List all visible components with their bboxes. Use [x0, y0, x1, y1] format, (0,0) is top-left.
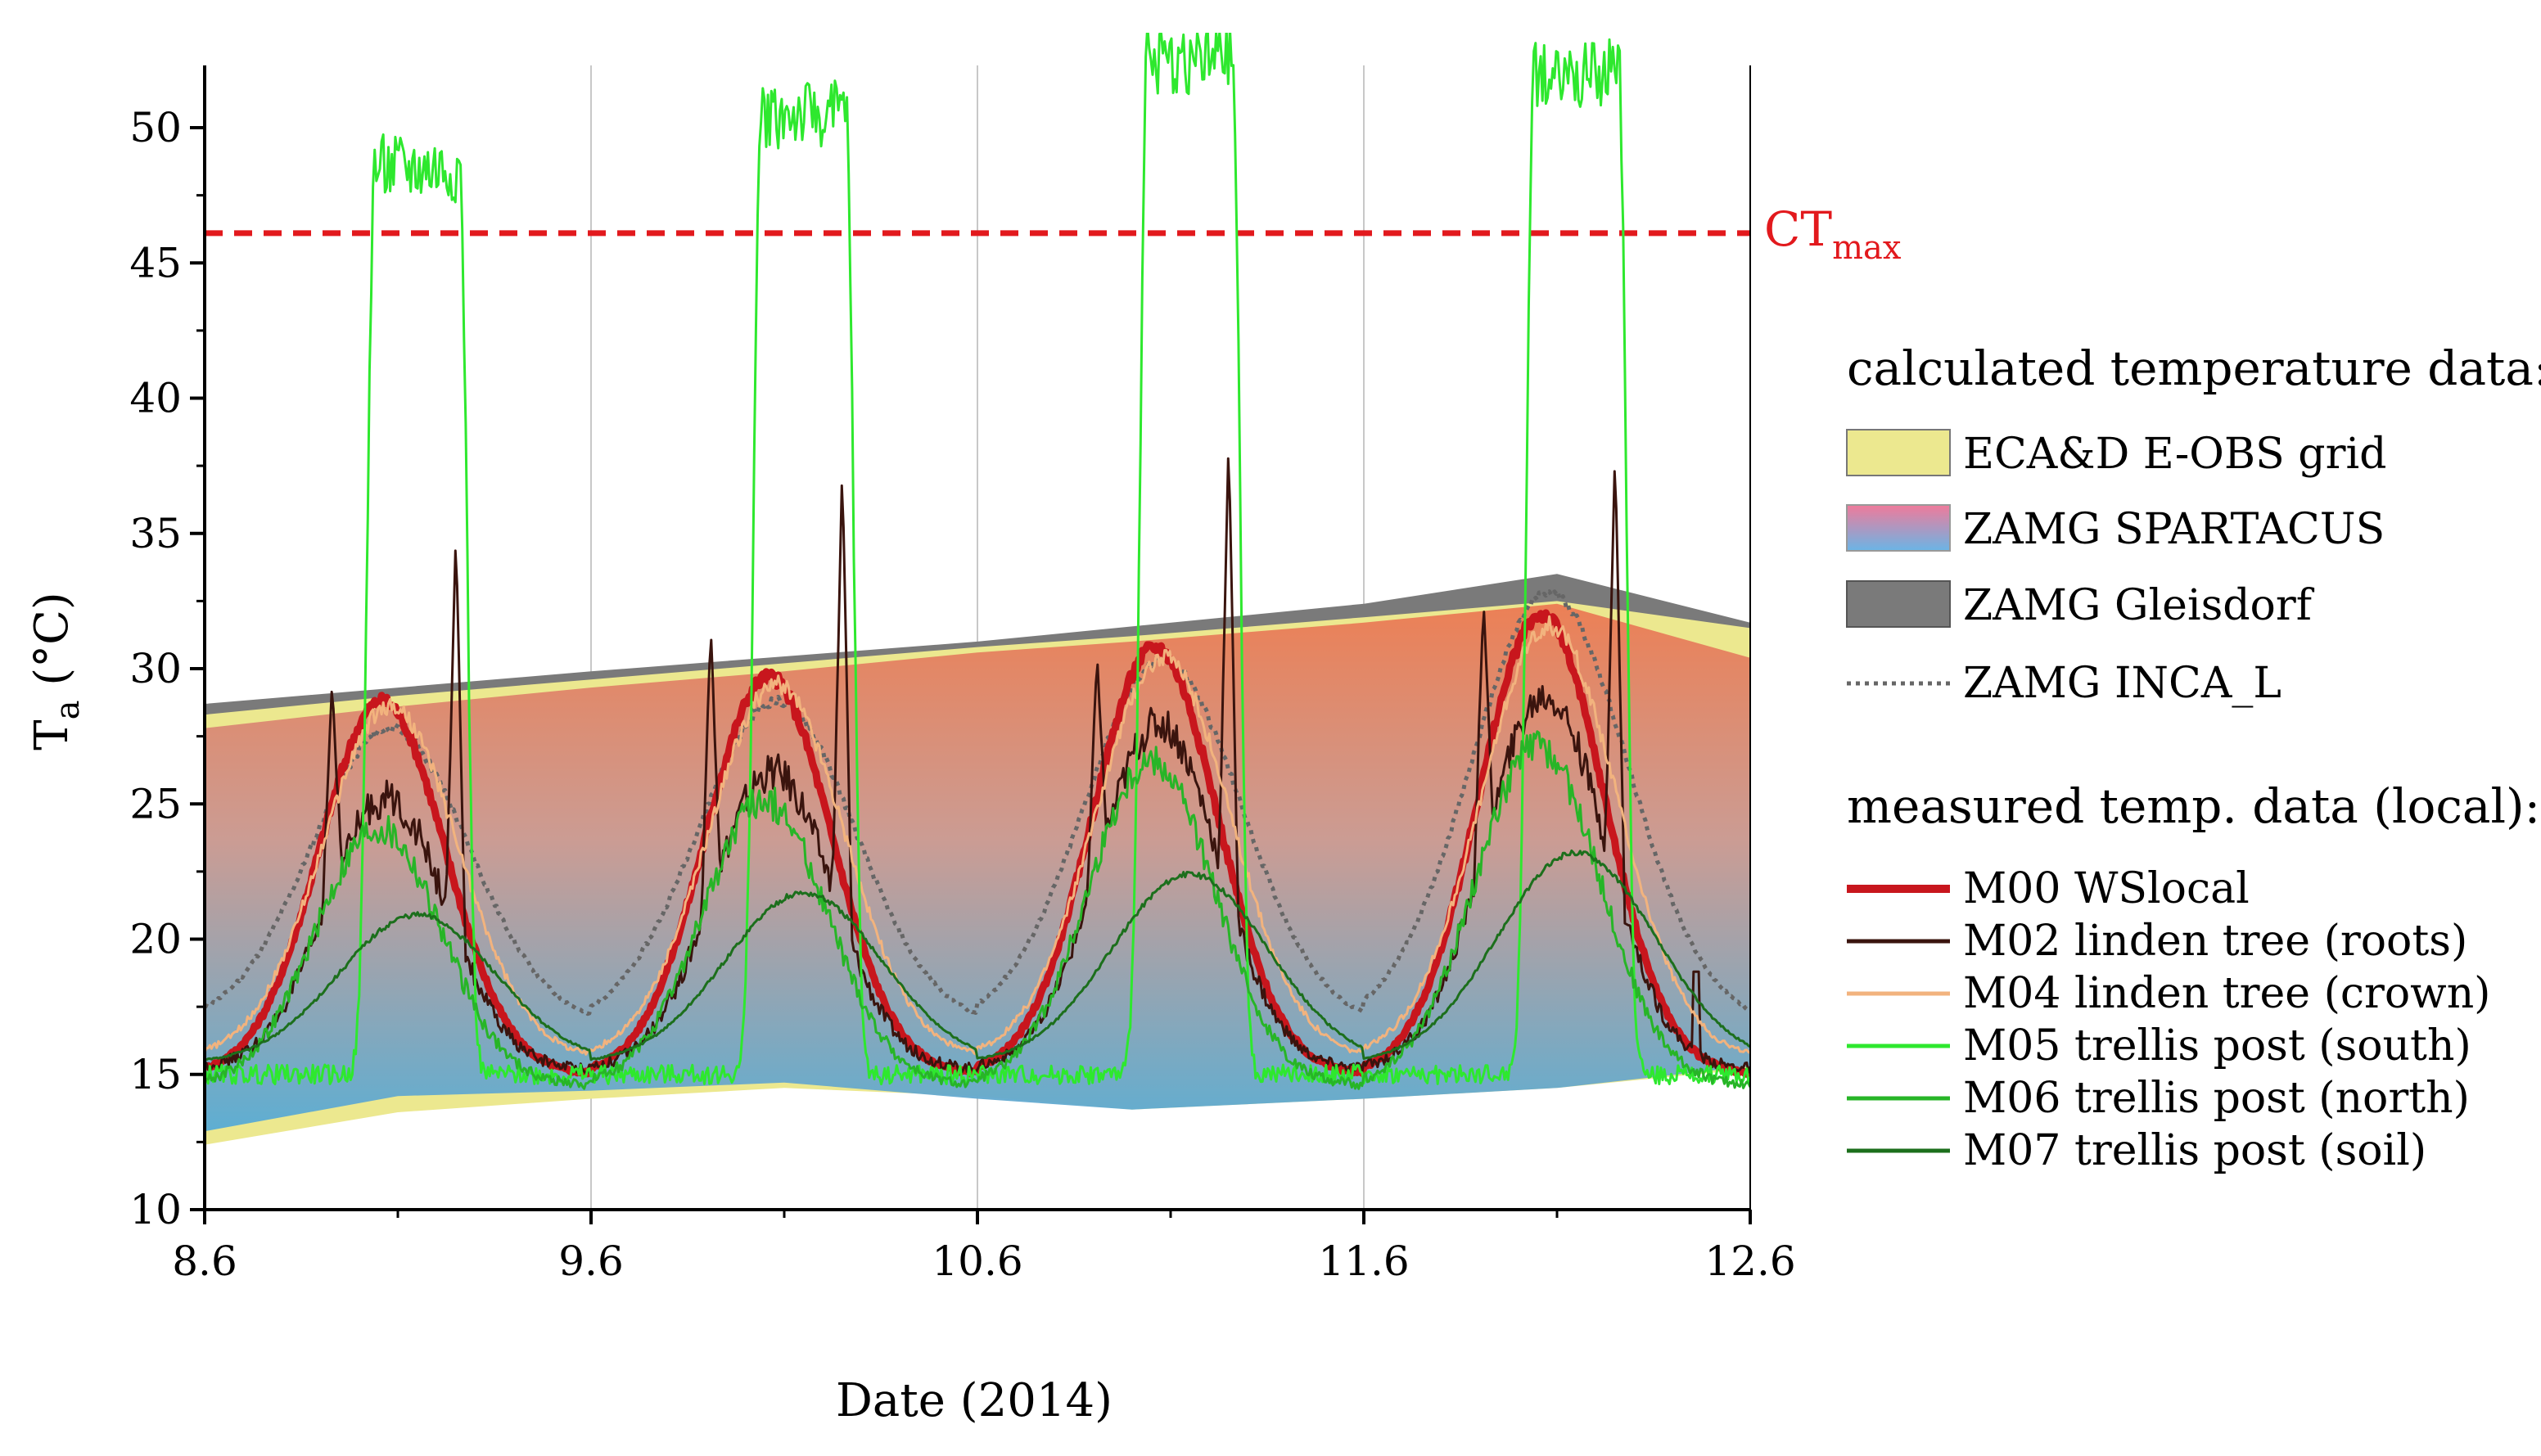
- x-axis-title: Date (2014): [836, 1374, 1113, 1427]
- legend-label-m02: M02 linden tree (roots): [1963, 917, 2467, 966]
- y-tick-label-35: 35: [129, 510, 182, 557]
- series-m04-linden-tree-crown-: [205, 615, 1750, 1056]
- series-m07-trellis-post-soil-: [205, 849, 1750, 1062]
- legend-label-gleisdorf: ZAMG Gleisdorf: [1963, 581, 2315, 630]
- legend-label-spartacus: ZAMG SPARTACUS: [1963, 505, 2385, 554]
- threshold-label: CTmax: [1764, 201, 1902, 267]
- x-tick-label-1: 9.6: [558, 1237, 624, 1285]
- legend-heading-measured: measured temp. data (local):: [1847, 778, 2540, 834]
- legend-swatch-spartacus: [1846, 504, 1951, 552]
- series: [205, 33, 1750, 1090]
- legend-swatch-gleisdorf: [1846, 580, 1951, 628]
- series-m06-trellis-post-north-: [205, 730, 1750, 1090]
- x-tick-label-2: 10.6: [932, 1237, 1022, 1285]
- legend-label-m04: M04 linden tree (crown): [1963, 969, 2490, 1018]
- legend-label-m00: M00 WSlocal: [1963, 864, 2250, 913]
- y-tick-label-10: 10: [129, 1186, 182, 1233]
- y-axis-title: Ta (°C): [25, 592, 87, 751]
- legend-label-m06: M06 trellis post (north): [1963, 1074, 2470, 1123]
- x-tick-label-3: 11.6: [1318, 1237, 1409, 1285]
- legend-label-eobs: ECA&D E-OBS grid: [1963, 430, 2386, 479]
- legend: calculated temperature data: ECA&D E-OBS…: [1846, 340, 2541, 1175]
- x-tick-label-4: 12.6: [1704, 1237, 1795, 1285]
- legend-label-m05: M05 trellis post (south): [1963, 1021, 2471, 1071]
- band-zamg-spartacus: [205, 603, 1750, 1132]
- axes: 10 15 20 25 30 35 40 45 50 8.6 9.6 10.6 11.6 12.6: [129, 65, 1796, 1285]
- y-tick-label-15: 15: [129, 1051, 182, 1098]
- y-tick-label-25: 25: [129, 780, 182, 827]
- legend-label-inca: ZAMG INCA_L: [1963, 659, 2281, 708]
- y-tick-label-50: 50: [129, 104, 182, 151]
- y-tick-label-20: 20: [129, 916, 182, 963]
- legend-label-m07: M07 trellis post (soil): [1963, 1126, 2426, 1175]
- y-tick-label-30: 30: [129, 645, 182, 692]
- legend-swatch-eobs: [1846, 429, 1951, 476]
- bands: [205, 574, 1750, 1145]
- series-m05-trellis-post-south-: [205, 33, 1750, 1086]
- y-tick-label-40: 40: [129, 375, 182, 422]
- y-tick-label-45: 45: [129, 239, 182, 286]
- x-tick-label-0: 8.6: [172, 1237, 237, 1285]
- legend-heading-calculated: calculated temperature data:: [1847, 340, 2541, 396]
